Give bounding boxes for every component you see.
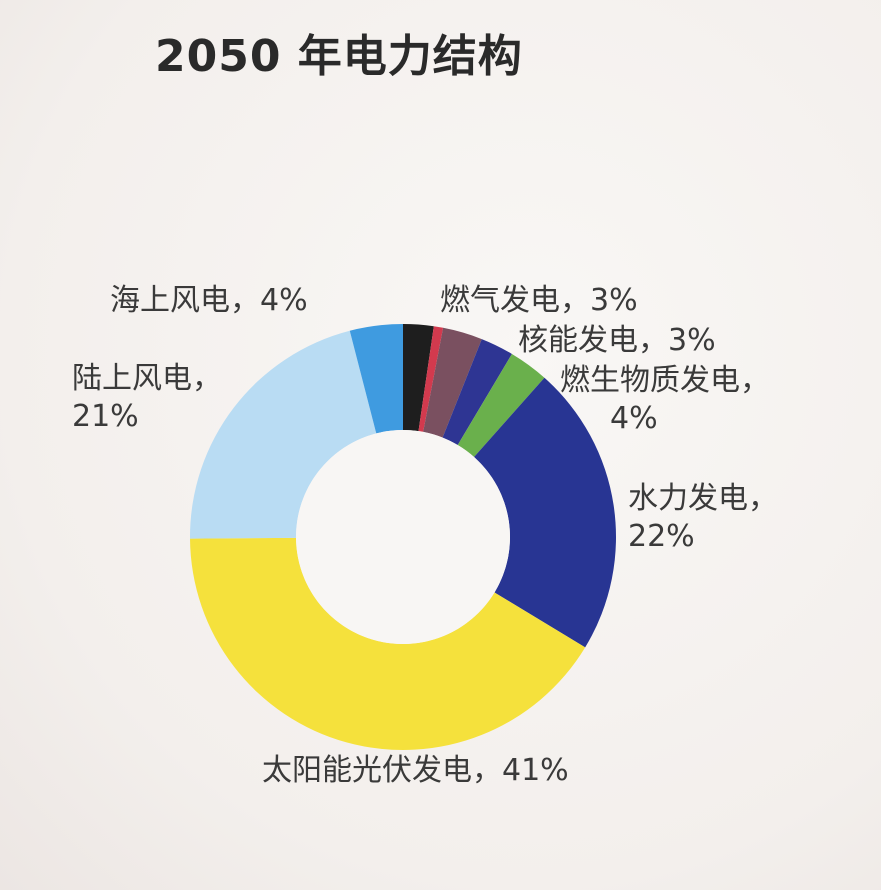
donut-hole — [296, 430, 510, 644]
segment-biomass-navy — [442, 339, 512, 446]
label-gas: 燃气发电，3% — [440, 282, 638, 320]
chart-title: 2050 年电力结构 — [155, 31, 523, 82]
label-solar: 太阳能光伏发电，41% — [262, 752, 569, 790]
segment-solar — [190, 537, 586, 750]
label-biomass-line1: 燃生物质发电， — [560, 363, 770, 398]
label-onshore-wind-line1: 陆上风电， — [72, 361, 222, 396]
segment-nuclear — [423, 327, 482, 438]
segment-black — [403, 324, 434, 432]
label-onshore-wind: 陆上风电， 21% — [72, 360, 222, 436]
label-solar-line1: 太阳能光伏发电，41% — [262, 753, 569, 788]
segment-gas — [418, 326, 444, 432]
label-hydro: 水力发电， 22% — [628, 480, 778, 556]
label-onshore-wind-line2: 21% — [72, 399, 139, 434]
label-nuclear-line1: 核能发电，3% — [518, 323, 716, 358]
label-gas-line1: 燃气发电，3% — [440, 283, 638, 318]
label-offshore-wind: 海上风电，4% — [110, 282, 308, 320]
label-biomass: 燃生物质发电， 4% — [560, 362, 860, 438]
segment-offshore-wind — [349, 324, 403, 434]
segment-onshore-wind — [190, 330, 377, 539]
label-nuclear: 核能发电，3% — [518, 322, 716, 360]
segment-biomass-green — [457, 353, 545, 457]
segment-hydro — [474, 377, 616, 648]
label-hydro-line1: 水力发电， — [628, 481, 778, 516]
label-offshore-wind-line1: 海上风电，4% — [110, 283, 308, 318]
label-biomass-line2: 4% — [610, 401, 658, 436]
label-hydro-line2: 22% — [628, 519, 695, 554]
